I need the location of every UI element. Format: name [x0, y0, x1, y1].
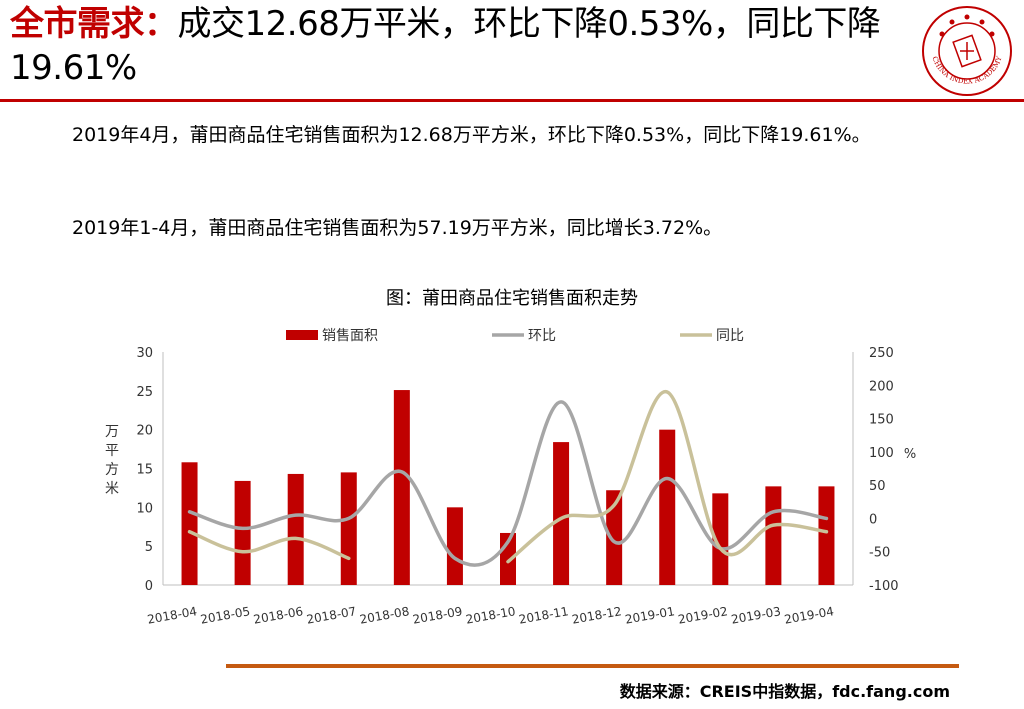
x-tick-label: 2018-10	[465, 604, 517, 626]
y-tick-label-left: 10	[136, 501, 153, 516]
bottom-divider	[226, 664, 959, 668]
chart-title: 图：莆田商品住宅销售面积走势	[386, 288, 638, 309]
y-tick-label-right: 200	[869, 379, 894, 394]
title-highlight: 全市需求：	[10, 4, 178, 44]
y-tick-label-left: 0	[145, 579, 153, 594]
series-line-yoy	[506, 390, 829, 564]
x-tick-label: 2019-03	[730, 604, 782, 626]
x-tick-label: 2019-01	[624, 604, 676, 626]
y-axis-label-right: %	[904, 447, 916, 462]
bar	[340, 472, 357, 585]
bar	[659, 429, 676, 585]
x-tick-label: 2018-09	[412, 604, 464, 626]
x-tick-label: 2019-02	[677, 604, 729, 626]
data-source: 数据来源：CREIS中指数据，fdc.fang.com	[619, 682, 950, 701]
x-tick-label: 2018-07	[305, 604, 357, 626]
y-tick-label-right: -50	[869, 546, 890, 561]
legend-swatch-bar	[286, 330, 318, 340]
x-tick-label: 2018-12	[571, 604, 623, 626]
page-title: 全市需求：成交12.68万平米，环比下降0.53%，同比下降19.61%	[10, 2, 910, 90]
y-tick-label-left: 20	[136, 424, 153, 439]
bar	[446, 507, 463, 585]
paragraph-ytd: 2019年1-4月，莆田商品住宅销售面积为57.19万平方米，同比增长3.72%…	[72, 217, 723, 239]
legend-label: 环比	[528, 328, 556, 344]
bar	[181, 462, 198, 585]
y-axis-label-left-char: 米	[105, 481, 119, 497]
x-tick-label: 2018-08	[359, 604, 411, 626]
y-tick-label-right: 0	[869, 512, 877, 527]
y-axis-label-left-char: 方	[105, 462, 119, 478]
y-tick-label-right: 150	[869, 413, 894, 428]
x-tick-label: 2019-04	[783, 604, 835, 626]
y-axis-label-left-char: 平	[105, 443, 119, 459]
y-tick-label-left: 30	[136, 346, 153, 361]
series-line-mom	[187, 400, 829, 567]
y-tick-label-left: 15	[136, 463, 153, 478]
y-tick-label-right: 100	[869, 446, 894, 461]
legend-label: 销售面积	[322, 328, 378, 344]
bar	[712, 493, 729, 585]
y-tick-label-left: 5	[145, 540, 153, 555]
y-axis-label-left-char: 万	[105, 424, 119, 440]
bar	[234, 480, 251, 585]
y-tick-label-right: 50	[869, 479, 886, 494]
series-line-yoy	[187, 529, 351, 561]
legend-label: 同比	[716, 328, 744, 344]
bar	[606, 490, 623, 585]
bar	[818, 486, 835, 585]
x-tick-label: 2018-04	[146, 604, 198, 626]
x-tick-label: 2018-11	[518, 604, 570, 626]
y-tick-label-right: 250	[869, 346, 894, 361]
y-tick-label-right: -100	[869, 579, 899, 594]
title-divider	[0, 99, 1024, 102]
sales-area-chart: 0 5 10 15 20 25 30 -100 -50 0 50 100 150 200 250 万平方米% 2…	[105, 328, 916, 627]
y-tick-label-left: 25	[136, 385, 153, 400]
china-index-academy-seal-icon: CHINA INDEX ACADEMY	[922, 6, 1012, 96]
bar	[553, 442, 570, 585]
bar	[287, 473, 304, 585]
x-tick-label: 2018-05	[199, 604, 251, 626]
title-rest: 成交12.68万平米，环比下降0.53%，同比下降19.61%	[10, 4, 881, 88]
x-tick-label: 2018-06	[252, 604, 304, 626]
bar	[765, 486, 782, 585]
bar	[393, 390, 410, 585]
paragraph-monthly: 2019年4月，莆田商品住宅销售面积为12.68万平方米，环比下降0.53%，同…	[72, 124, 871, 146]
